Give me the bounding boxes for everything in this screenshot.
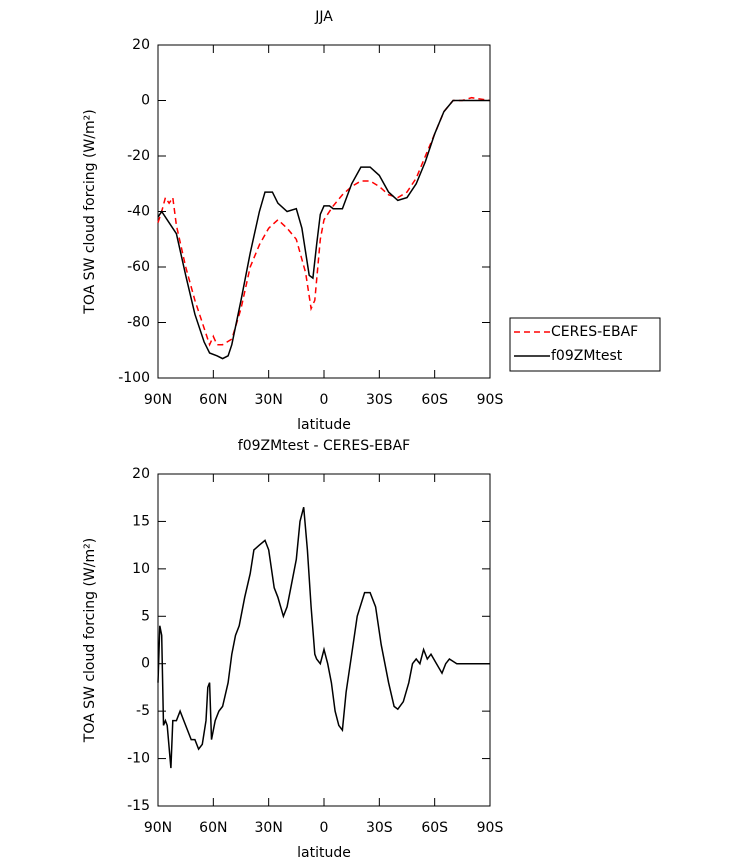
- legend-box: [509, 317, 661, 372]
- y-tick-label: 0: [141, 93, 150, 109]
- y-tick-label: 20: [132, 37, 150, 53]
- chart-title: f09ZMtest - CERES-EBAF: [238, 438, 410, 454]
- y-tick-label: 10: [132, 561, 150, 577]
- y-tick-label: -15: [127, 798, 150, 814]
- x-tick-label: 90N: [144, 820, 172, 836]
- x-tick-label: 60S: [421, 392, 448, 408]
- y-tick-label: -20: [127, 148, 150, 164]
- x-axis-label: latitude: [297, 417, 351, 433]
- x-tick-label: 30S: [366, 820, 393, 836]
- x-tick-label: 60N: [199, 392, 227, 408]
- x-tick-label: 30N: [255, 820, 283, 836]
- y-tick-label: 0: [141, 656, 150, 672]
- y-axis-label: TOA SW cloud forcing (W/m²): [82, 538, 98, 743]
- y-tick-label: 5: [141, 608, 150, 624]
- y-tick-label: -40: [127, 204, 150, 220]
- y-tick-label: 20: [132, 466, 150, 482]
- x-tick-label: 0: [320, 392, 329, 408]
- y-tick-label: 15: [132, 513, 150, 529]
- x-tick-label: 0: [320, 820, 329, 836]
- x-tick-label: 90S: [477, 820, 504, 836]
- y-tick-label: -10: [127, 751, 150, 767]
- data-line: [157, 96, 491, 347]
- y-tick-label: -60: [127, 259, 150, 275]
- y-tick-label: -100: [118, 370, 150, 386]
- legend-label: CERES-EBAF: [551, 324, 638, 340]
- y-axis-label: TOA SW cloud forcing (W/m²): [82, 109, 98, 314]
- chart-title: JJA: [314, 9, 333, 25]
- y-tick-label: -80: [127, 315, 150, 331]
- plot-frame: [157, 44, 491, 379]
- x-axis-label: latitude: [297, 845, 351, 861]
- x-tick-label: 90S: [477, 392, 504, 408]
- data-line: [157, 507, 490, 769]
- x-tick-label: 90N: [144, 392, 172, 408]
- data-line: [157, 99, 490, 360]
- x-tick-label: 30N: [255, 392, 283, 408]
- x-tick-label: 60S: [421, 820, 448, 836]
- y-tick-label: -5: [136, 703, 150, 719]
- x-tick-label: 60N: [199, 820, 227, 836]
- plot-frame: [157, 473, 491, 807]
- x-tick-label: 30S: [366, 392, 393, 408]
- legend-label: f09ZMtest: [551, 348, 623, 364]
